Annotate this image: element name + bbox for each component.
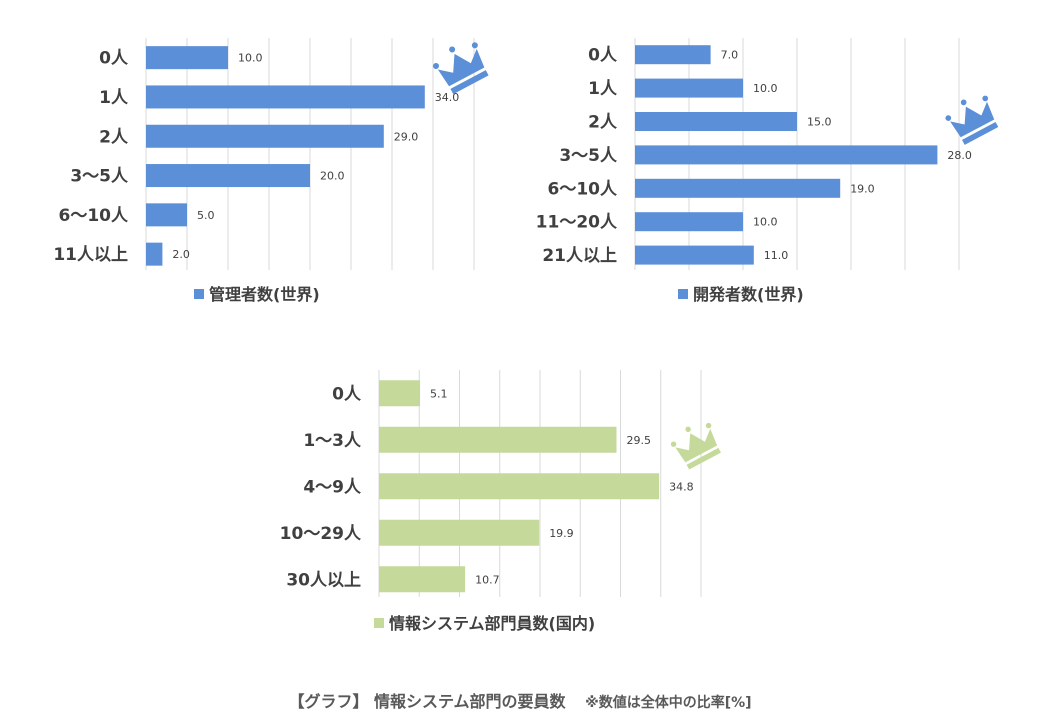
legend-label: 管理者数(世界) — [209, 285, 320, 304]
bar — [379, 519, 540, 546]
bar — [635, 245, 754, 265]
category-label: 11～20人 — [536, 213, 618, 233]
caption-main: 【グラフ】 情報システム部門の要員数 — [288, 692, 566, 711]
legend-swatch — [374, 618, 384, 628]
category-label: 2人 — [99, 127, 129, 147]
data-label: 29.5 — [626, 434, 651, 447]
data-label: 10.0 — [238, 52, 263, 65]
bar — [146, 203, 187, 227]
data-label: 28.0 — [947, 149, 972, 162]
data-label: 20.0 — [320, 170, 345, 183]
category-label: 4～9人 — [303, 477, 362, 497]
legend-label: 開発者数(世界) — [693, 285, 804, 304]
bar — [146, 46, 228, 70]
bar — [379, 380, 421, 407]
crown-icon — [945, 95, 999, 145]
bar — [635, 78, 743, 98]
crown-icon — [670, 422, 721, 470]
data-label: 19.0 — [850, 182, 875, 195]
category-label: 0人 — [588, 46, 618, 66]
category-label: 6～10人 — [548, 179, 618, 199]
data-label: 34.0 — [435, 91, 460, 104]
bar — [379, 566, 466, 593]
bar — [635, 178, 841, 198]
bar — [379, 473, 660, 500]
data-label: 15.0 — [807, 116, 832, 129]
data-label: 10.7 — [475, 573, 500, 586]
chart-1: 0人 10.0 1人 34.0 2人 29.0 3～5人 20.0 6～10人 5.0 11人以上 2… — [53, 38, 489, 304]
category-label: 0人 — [99, 49, 129, 69]
bar — [379, 426, 617, 453]
category-label: 11人以上 — [53, 245, 128, 265]
category-label: 30人以上 — [286, 570, 361, 590]
chart-2: 0人 7.0 1人 10.0 2人 15.0 3～5人 28.0 6～10人 19.0 11～20人… — [536, 38, 999, 304]
bar — [146, 164, 310, 188]
bar — [146, 242, 163, 266]
category-label: 3～5人 — [559, 146, 618, 166]
category-label: 2人 — [588, 113, 618, 133]
data-label: 2.0 — [172, 248, 190, 261]
data-label: 19.9 — [549, 527, 574, 540]
data-label: 5.0 — [197, 209, 215, 222]
crown-icon — [433, 42, 489, 95]
data-label: 7.0 — [721, 49, 739, 62]
bar — [635, 112, 797, 131]
chart-3: 0人 5.1 1～3人 29.5 4～9人 34.8 10～29人 19.9 30人以上 10.7… — [280, 370, 721, 633]
data-label: 10.0 — [753, 82, 778, 95]
bar — [635, 212, 743, 232]
bar — [146, 124, 384, 148]
category-label: 3～5人 — [70, 167, 129, 187]
figure-caption: 【グラフ】 情報システム部門の要員数 ※数値は全体中の比率[%] — [0, 688, 1040, 712]
data-label: 10.0 — [753, 216, 778, 229]
category-label: 1～3人 — [303, 431, 362, 451]
category-label: 1人 — [588, 79, 618, 99]
data-label: 29.0 — [394, 130, 419, 143]
legend-label: 情報システム部門員数(国内) — [389, 614, 595, 633]
data-label: 5.1 — [430, 387, 448, 400]
data-label: 34.8 — [669, 480, 694, 493]
legend-swatch — [678, 289, 688, 299]
category-label: 1人 — [99, 88, 129, 108]
legend-swatch — [194, 289, 204, 299]
bar — [146, 85, 425, 109]
category-label: 6～10人 — [59, 206, 129, 226]
bar — [635, 145, 938, 165]
bar — [635, 45, 711, 65]
category-label: 0人 — [332, 384, 362, 404]
data-label: 11.0 — [764, 249, 789, 262]
caption-note: ※数値は全体中の比率[%] — [585, 695, 752, 711]
category-label: 21人以上 — [542, 246, 617, 266]
category-label: 10～29人 — [280, 524, 362, 544]
